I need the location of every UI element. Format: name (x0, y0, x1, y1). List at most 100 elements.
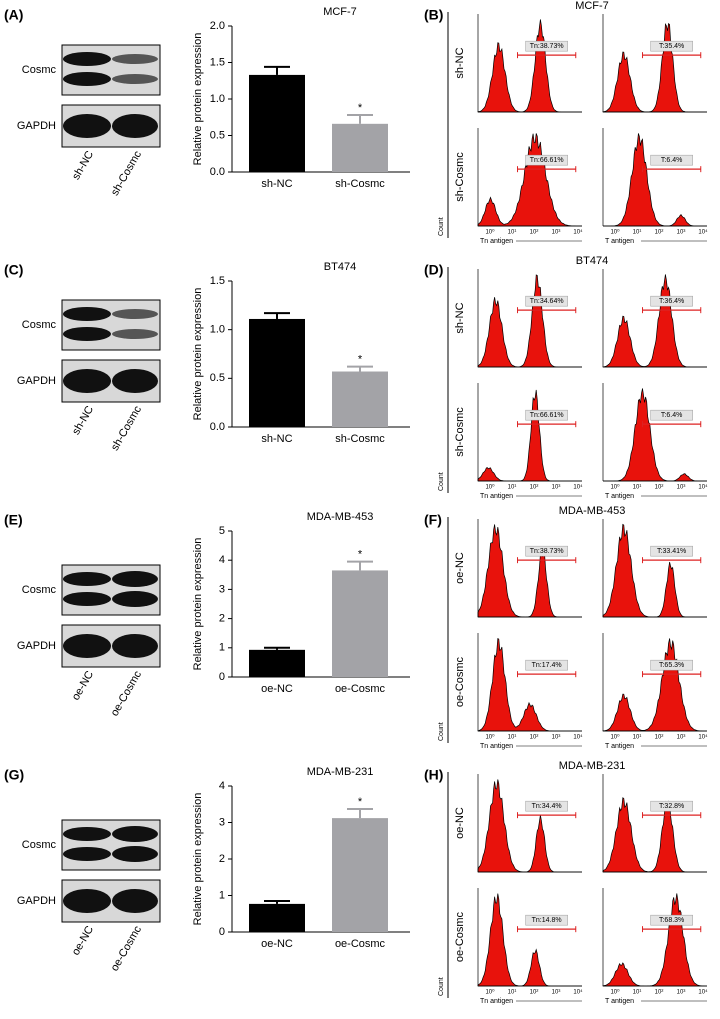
row-label: sh-NC (454, 302, 466, 333)
x-tick-label: 10³ (677, 990, 686, 996)
blot-band (63, 847, 111, 861)
y-axis-label: Count (438, 217, 445, 236)
x-axis-label: T antigen (605, 238, 634, 245)
x-axis-label: Tn antigen (480, 743, 513, 750)
band-label: Cosmc (22, 839, 57, 851)
blot-band (63, 369, 111, 393)
bar (249, 74, 305, 172)
y-tick-label: 0.5 (210, 372, 225, 384)
y-tick-label: 2.0 (210, 20, 225, 32)
gate-label: Tn:34.4% (532, 803, 562, 810)
x-tick-label: 10³ (552, 735, 561, 741)
x-tick-label: 10² (655, 230, 664, 236)
x-axis-label: T antigen (605, 743, 634, 750)
x-tick-label: 10⁴ (573, 484, 583, 491)
y-axis-label: Relative protein expression (192, 793, 204, 926)
gate-label-box (525, 545, 568, 557)
blot-box (61, 44, 161, 96)
band-label: Cosmc (22, 64, 57, 76)
x-tick-label: 10¹ (508, 230, 517, 236)
flow-title: MCF-7 (575, 0, 609, 12)
y-tick-label: 1.0 (210, 324, 225, 336)
x-tick-label: 10⁰ (610, 229, 620, 236)
x-tick-label: 10¹ (633, 230, 642, 236)
x-tick-label: 10² (530, 735, 539, 741)
x-tick-label: 10⁴ (698, 989, 708, 996)
gate-label-box (650, 409, 693, 421)
row-label: oe-Cosmc (454, 656, 466, 707)
histogram (602, 274, 707, 368)
histogram (603, 133, 707, 227)
panel-letter: (E) (4, 512, 23, 528)
blot-band (63, 889, 111, 913)
gate-label: T:32.8% (659, 803, 684, 810)
y-tick-label: 0.5 (210, 129, 225, 141)
x-tick-label: sh-Cosmc (335, 178, 385, 190)
blot-band (63, 52, 111, 66)
lane-label: sh-Cosmc (109, 404, 144, 453)
x-tick-label: oe-Cosmc (335, 683, 386, 695)
gate-label-box (525, 800, 568, 812)
panel-letter: (B) (424, 7, 443, 23)
gate-label: T:6.4% (661, 412, 682, 419)
y-tick-label: 4 (219, 554, 225, 566)
gate-label-box (525, 40, 568, 52)
bar (332, 123, 388, 172)
blot-band (112, 571, 158, 587)
x-tick-label: 10³ (552, 485, 561, 491)
gate-label-box (525, 295, 568, 307)
panel-letter: (D) (424, 262, 443, 278)
y-tick-label: 3 (219, 583, 225, 595)
blot-band (63, 827, 111, 841)
blot-band (112, 369, 158, 393)
lane-label: oe-NC (70, 924, 96, 958)
histogram (602, 638, 707, 732)
gate-label-box (525, 914, 568, 926)
gate-label-box (525, 409, 568, 421)
gate-label-box (650, 659, 693, 671)
blot-band (112, 54, 158, 64)
x-tick-label: 10⁰ (485, 229, 495, 236)
x-axis-label: Tn antigen (480, 238, 513, 245)
x-tick-label: 10¹ (633, 990, 642, 996)
histogram (477, 274, 582, 368)
lane-label: sh-Cosmc (109, 149, 144, 198)
x-axis-label: Tn antigen (480, 998, 513, 1005)
bar (332, 570, 388, 677)
y-axis-label: Count (438, 722, 445, 741)
gate-label-box (650, 295, 693, 307)
y-tick-label: 1 (219, 642, 225, 654)
panel-letter: (C) (4, 262, 23, 278)
x-tick-label: 10² (530, 990, 539, 996)
blot-band (63, 592, 111, 606)
lane-label: sh-NC (70, 149, 96, 182)
y-axis-label: Relative protein expression (192, 538, 204, 671)
band-label: GAPDH (17, 640, 56, 652)
y-axis-label: Relative protein expression (192, 33, 204, 166)
gate-label-box (650, 40, 693, 52)
blot-band (112, 329, 158, 339)
bar (332, 818, 388, 932)
lane-label: oe-NC (70, 669, 96, 703)
gate-label: T:65.3% (659, 662, 684, 669)
band-label: GAPDH (17, 375, 56, 387)
lane-label: oe-Cosmc (109, 924, 145, 974)
chart-title: MDA-MB-453 (307, 511, 374, 523)
x-tick-label: 10³ (552, 230, 561, 236)
row-label: sh-NC (454, 47, 466, 78)
gate-label-box (650, 914, 693, 926)
blot-band (63, 307, 111, 321)
flow-title: MDA-MB-453 (559, 505, 626, 517)
panel-letter: (A) (4, 7, 23, 23)
bar (249, 318, 305, 427)
y-tick-label: 5 (219, 525, 225, 537)
histogram (477, 19, 582, 113)
x-tick-label: sh-Cosmc (335, 433, 385, 445)
x-tick-label: 10⁰ (485, 484, 495, 491)
x-tick-label: 10⁰ (485, 989, 495, 996)
blot-band (112, 74, 158, 84)
x-tick-label: sh-NC (261, 178, 292, 190)
histogram (603, 388, 707, 482)
x-tick-label: 10⁰ (610, 734, 620, 741)
gate-label: T:36.4% (659, 298, 684, 305)
